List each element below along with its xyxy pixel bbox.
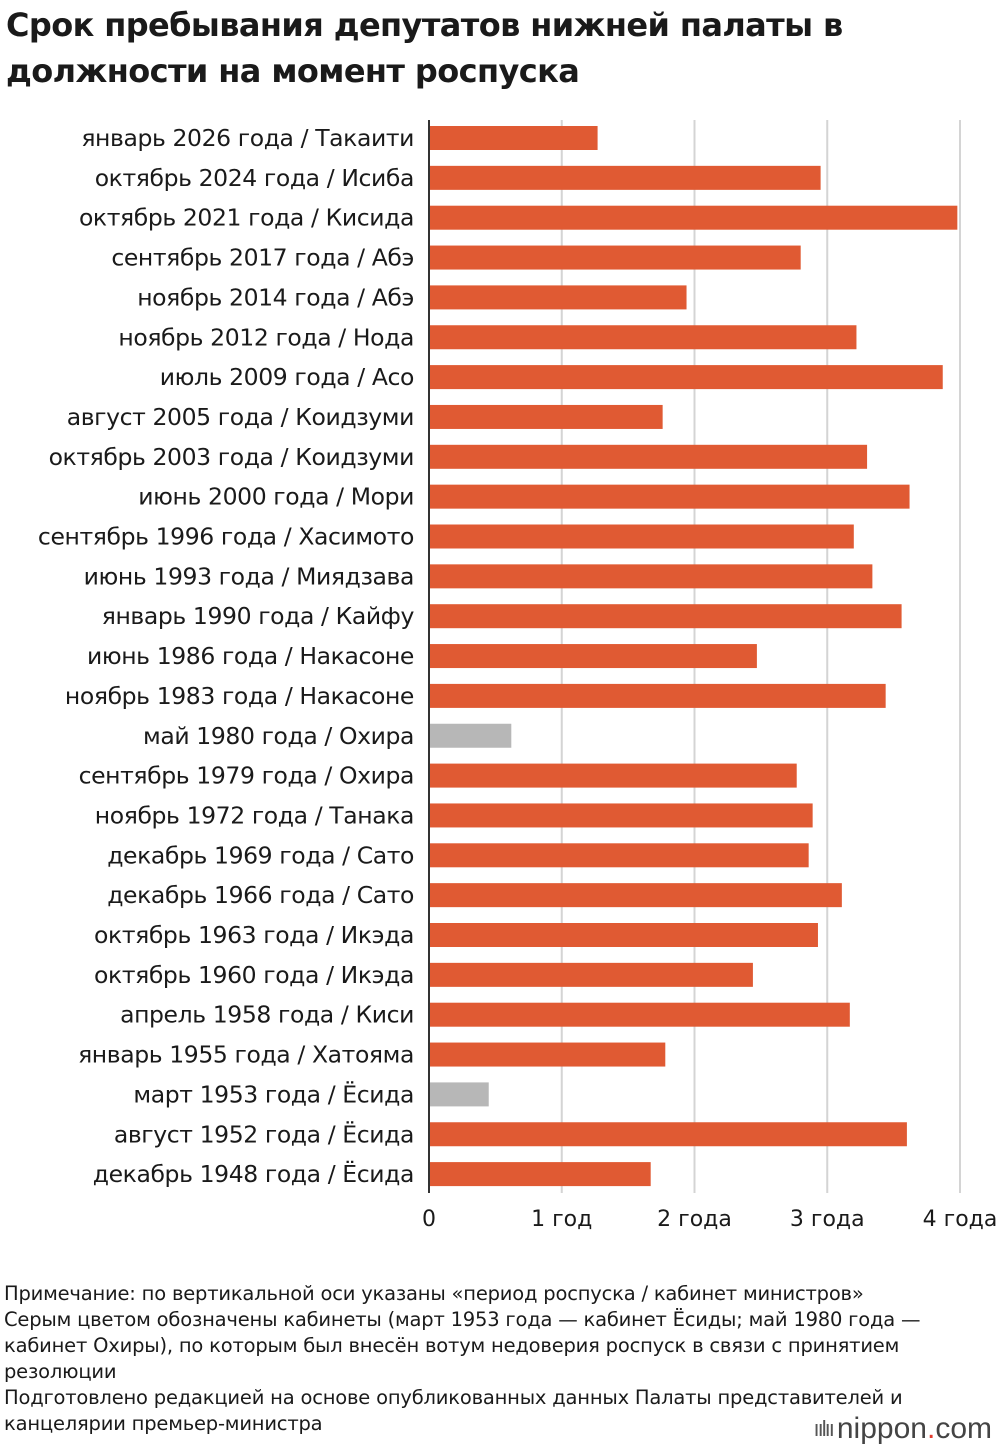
bar	[430, 126, 598, 150]
category-label: март 1953 года / Ёсида	[133, 1080, 414, 1108]
bar	[430, 524, 854, 549]
x-tick-label: 4 года	[923, 1207, 998, 1232]
category-label: апрель 1958 года / Киси	[120, 1001, 414, 1029]
chart-title: Срок пребывания депутатов нижней палаты …	[6, 6, 843, 90]
category-label: сентябрь 1979 года / Охира	[79, 762, 414, 790]
bar	[430, 604, 902, 629]
x-tick-label: 3 года	[790, 1207, 865, 1232]
x-tick-label: 2 года	[657, 1207, 732, 1232]
category-label: январь 1955 года / Хатояма	[78, 1041, 414, 1069]
bar	[430, 1002, 850, 1027]
logo-dot: .	[926, 1412, 936, 1445]
category-label: ноябрь 2014 года / Абэ	[137, 283, 414, 311]
x-axis: 0 1 год 2 года 3 года 4 года	[422, 120, 997, 1232]
category-label: октябрь 2021 года / Кисида	[79, 204, 414, 232]
bar	[430, 883, 842, 908]
category-label: январь 1990 года / Кайфу	[102, 602, 415, 630]
logo-suffix: com	[935, 1412, 992, 1445]
category-label: декабрь 1969 года / Сато	[107, 841, 414, 869]
category-label: сентябрь 2017 года / Абэ	[111, 244, 414, 272]
category-labels: январь 2026 года / Такаити октябрь 2024 г…	[38, 124, 415, 1188]
bar	[430, 484, 910, 509]
category-label: ноябрь 1972 года / Танака	[95, 801, 414, 829]
category-label: ноябрь 2012 года / Нода	[118, 323, 414, 351]
bar	[430, 404, 663, 429]
bar	[430, 365, 943, 390]
bar	[430, 1082, 489, 1107]
category-label: октябрь 1963 года / Икэда	[94, 921, 414, 949]
footnotes: Примечание: по вертикальной оси указаны …	[4, 1281, 994, 1437]
bar	[430, 763, 797, 788]
bar	[430, 444, 868, 469]
bar	[430, 564, 873, 589]
bar	[430, 803, 813, 828]
bar	[430, 1122, 907, 1147]
nippon-logo: ıılıı nippon. com	[814, 1412, 992, 1446]
category-label: июнь 1986 года / Накасоне	[87, 642, 414, 670]
bars	[430, 126, 958, 1187]
bar	[430, 723, 512, 748]
bar	[430, 1162, 651, 1187]
x-tick-label: 1 год	[531, 1207, 592, 1232]
category-label: октябрь 1960 года / Икэда	[94, 961, 414, 989]
bar-chart: январь 2026 года / Такаити октябрь 2024 г…	[38, 120, 997, 1232]
bar	[430, 165, 821, 190]
category-label: июнь 1993 года / Миядзава	[84, 562, 414, 590]
footnote-gray: Серым цветом обозначены кабинеты (март 1…	[4, 1308, 921, 1383]
bar	[430, 325, 857, 350]
category-label: август 1952 года / Ёсида	[114, 1120, 414, 1148]
category-label: сентябрь 1996 года / Хасимото	[38, 523, 414, 551]
category-label: июнь 2000 года / Мори	[138, 483, 414, 511]
category-label: май 1980 года / Охира	[143, 722, 414, 750]
sound-wave-icon: ıılıı	[813, 1416, 835, 1441]
category-label: январь 2026 года / Такаити	[81, 124, 414, 152]
footnote-axis: Примечание: по вертикальной оси указаны …	[4, 1282, 864, 1305]
bar	[430, 285, 687, 310]
category-label: август 2005 года / Коидзуми	[67, 403, 414, 431]
bar	[430, 962, 753, 987]
x-tick-label: 0	[422, 1207, 436, 1232]
bar	[430, 205, 958, 230]
category-label: октябрь 2003 года / Коидзуми	[49, 443, 414, 471]
bar	[430, 843, 809, 868]
bar	[430, 1042, 666, 1067]
category-label: октябрь 2024 года / Исиба	[95, 164, 414, 192]
bar	[430, 644, 757, 669]
category-label: ноябрь 1983 года / Накасоне	[65, 682, 414, 710]
category-label: декабрь 1948 года / Ёсида	[93, 1160, 414, 1188]
category-label: декабрь 1966 года / Сато	[107, 881, 414, 909]
category-label: июль 2009 года / Асо	[160, 363, 414, 391]
logo-name: nippon	[836, 1412, 927, 1445]
bar	[430, 245, 801, 270]
bar	[430, 923, 818, 947]
footnote-source: Подготовлено редакцией на основе опублик…	[4, 1386, 903, 1435]
bar	[430, 683, 886, 708]
